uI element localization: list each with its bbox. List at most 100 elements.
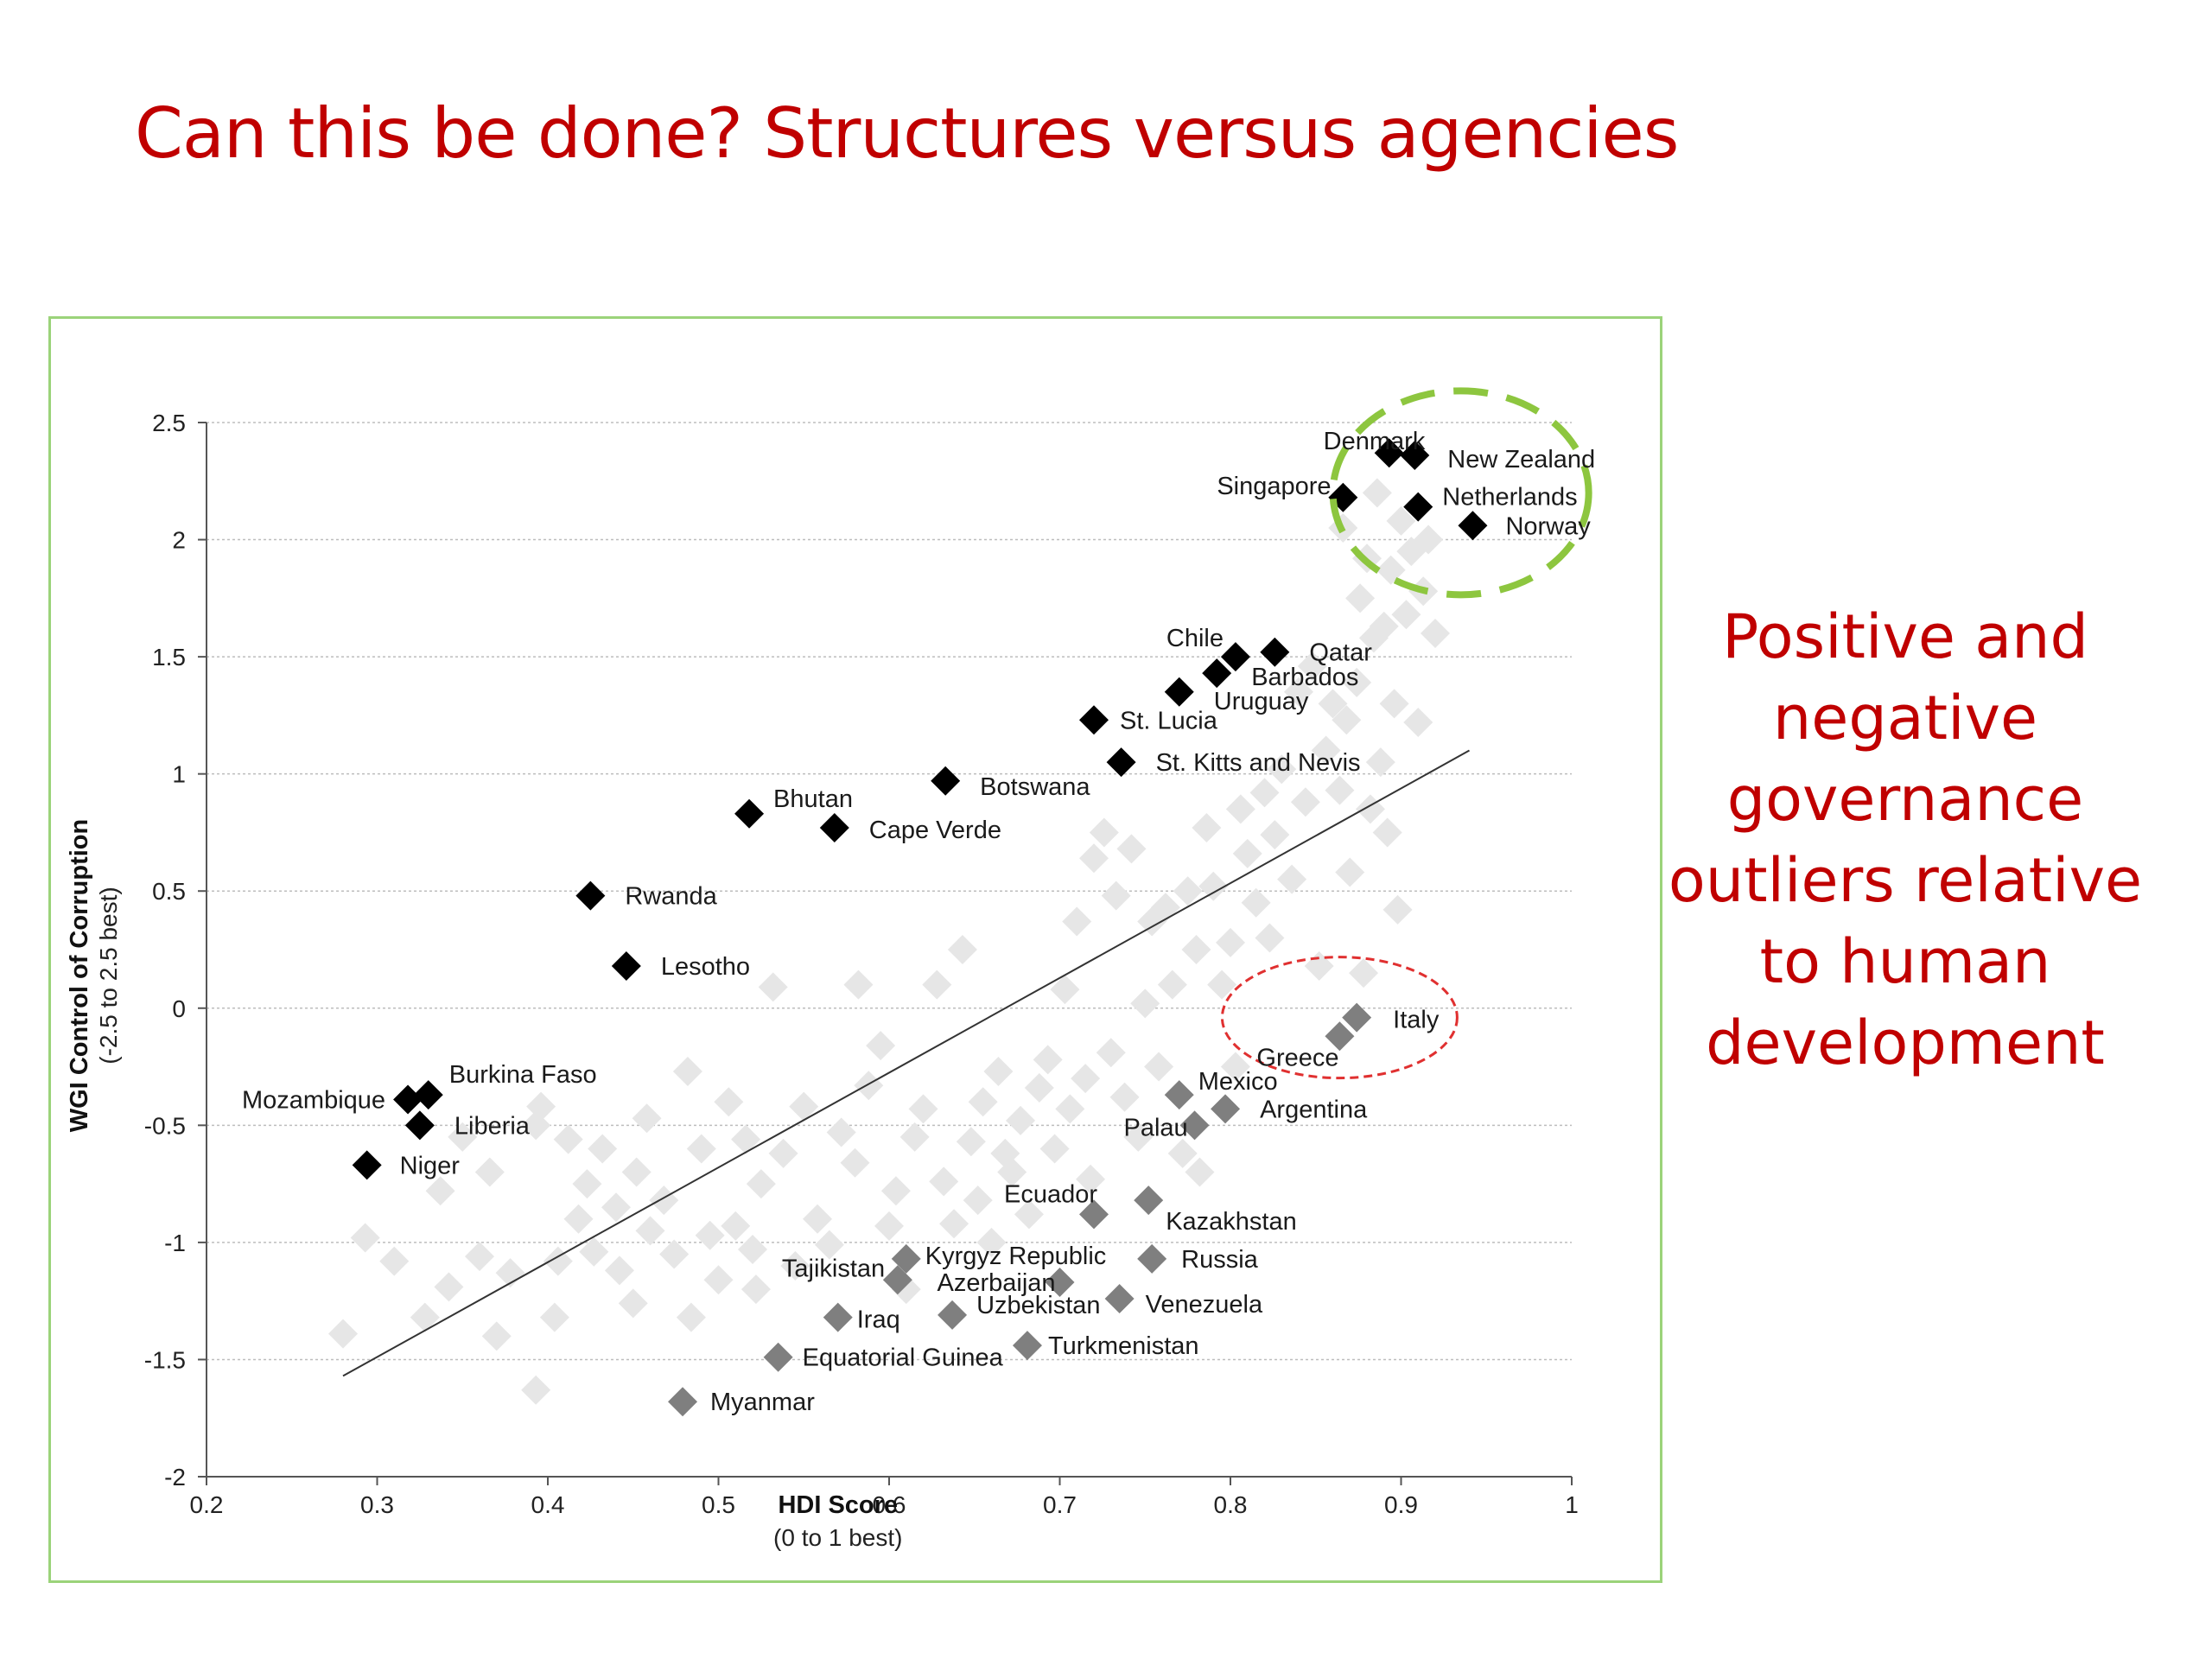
background-point (1391, 600, 1421, 630)
x-tick-label: 0.8 (1214, 1491, 1248, 1518)
background-point (1241, 887, 1271, 918)
background-point (908, 1094, 938, 1124)
background-point (1267, 754, 1297, 785)
y-tick-label: 0.5 (152, 878, 186, 905)
background-point (1216, 927, 1245, 957)
point-rwanda (575, 880, 606, 911)
background-point (1342, 667, 1372, 697)
label-botswana: Botswana (980, 773, 1090, 801)
background-point (814, 1230, 844, 1260)
x-axis-subtitle: (0 to 1 best) (773, 1524, 902, 1551)
background-point (1277, 864, 1307, 894)
point-myanmar (668, 1387, 698, 1417)
side-note: Positive and negative governance outlier… (1668, 601, 2143, 1078)
label-ecuador: Ecuador (1004, 1180, 1097, 1208)
background-point (526, 1091, 556, 1122)
y-tick-label: -1.5 (144, 1346, 186, 1373)
background-point (1379, 689, 1409, 719)
point-st-kitts-and-nevis (1106, 747, 1136, 778)
label-azerbaijan: Azerbaijan (938, 1269, 1056, 1297)
label-italy: Italy (1393, 1007, 1440, 1034)
point-greece (1325, 1021, 1355, 1052)
background-point (649, 1185, 679, 1216)
point-burkina-faso (413, 1080, 443, 1110)
y-tick-label: 2.5 (152, 410, 186, 436)
background-point (1421, 619, 1450, 648)
background-point (1249, 778, 1280, 808)
background-point (1396, 537, 1427, 567)
background-point (947, 935, 977, 964)
background-point (746, 1169, 776, 1199)
point-bhutan (734, 798, 765, 829)
background-point (379, 1246, 410, 1276)
background-point (621, 1157, 652, 1187)
background-point (1369, 611, 1399, 641)
highlight-circles (1220, 387, 1592, 1080)
y-axis-title: WGI Control of Corruption (66, 819, 93, 1132)
point-liberia (404, 1110, 435, 1141)
background-point (1318, 689, 1348, 719)
background-point (572, 1169, 602, 1199)
y-tick-label: 0 (172, 995, 186, 1022)
label-venezuela: Venezuela (1146, 1291, 1263, 1319)
background-point (1071, 1064, 1101, 1094)
background-point (1050, 975, 1080, 1005)
point-chile (1220, 642, 1250, 672)
y-tick-label: 2 (172, 527, 186, 554)
background-point (990, 1138, 1020, 1168)
label-norway: Norway (1505, 512, 1591, 540)
background-point (1386, 505, 1416, 536)
y-axis-subtitle: (-2.5 to 2.5 best) (95, 887, 122, 1064)
positive-outlier-points (352, 438, 1488, 1180)
label-barbados: Barbados (1251, 664, 1358, 691)
background-point (1349, 958, 1379, 988)
background-point (1076, 1164, 1106, 1194)
point-uzbekistan (938, 1300, 968, 1330)
point-iraq (823, 1302, 853, 1332)
label-chile: Chile (1166, 625, 1224, 652)
label-bhutan: Bhutan (773, 785, 853, 813)
background-point (1130, 988, 1160, 1019)
background-point (956, 1127, 986, 1157)
background-point (1055, 1094, 1085, 1124)
label-uruguay: Uruguay (1214, 688, 1309, 715)
x-axis-title: HDI Score (778, 1491, 898, 1519)
background-point (1192, 813, 1222, 843)
point-italy (1342, 1002, 1372, 1033)
background-point (1101, 880, 1131, 911)
background-point (695, 1220, 725, 1250)
slide-title: Can this be done? Structures versus agen… (135, 93, 1679, 174)
label-qatar: Qatar (1309, 639, 1372, 667)
background-point (1123, 1122, 1154, 1152)
point-qatar (1260, 637, 1290, 667)
point-niger (352, 1150, 382, 1180)
point-st-lucia (1079, 705, 1109, 735)
background-point (659, 1239, 690, 1269)
background-point (826, 1117, 856, 1147)
point-argentina (1211, 1094, 1241, 1124)
background-point (604, 1255, 634, 1286)
background-point (1089, 817, 1119, 848)
label-singapore: Singapore (1217, 473, 1331, 500)
background-points (328, 478, 1450, 1405)
background-point (1109, 1082, 1140, 1112)
y-tick-label: -2 (164, 1464, 186, 1491)
point-ecuador (1079, 1199, 1109, 1230)
label-st-lucia: St. Lucia (1120, 707, 1218, 734)
label-turkmenistan: Turkmenistan (1048, 1332, 1199, 1360)
label-liberia: Liberia (454, 1112, 531, 1140)
x-tick-label: 0.6 (873, 1491, 906, 1518)
background-point (780, 1251, 810, 1281)
background-point (632, 1103, 662, 1134)
background-point (1144, 1052, 1174, 1082)
background-point (448, 1122, 478, 1152)
label-mozambique: Mozambique (242, 1087, 385, 1115)
background-point (672, 1056, 702, 1086)
background-point (1157, 969, 1187, 1000)
label-cape-verde: Cape Verde (869, 817, 1001, 844)
background-point (1335, 857, 1365, 887)
background-point (1325, 775, 1355, 805)
negative-outlier-points (668, 1002, 1372, 1417)
point-mexico (1164, 1080, 1194, 1110)
background-point (803, 1204, 833, 1234)
